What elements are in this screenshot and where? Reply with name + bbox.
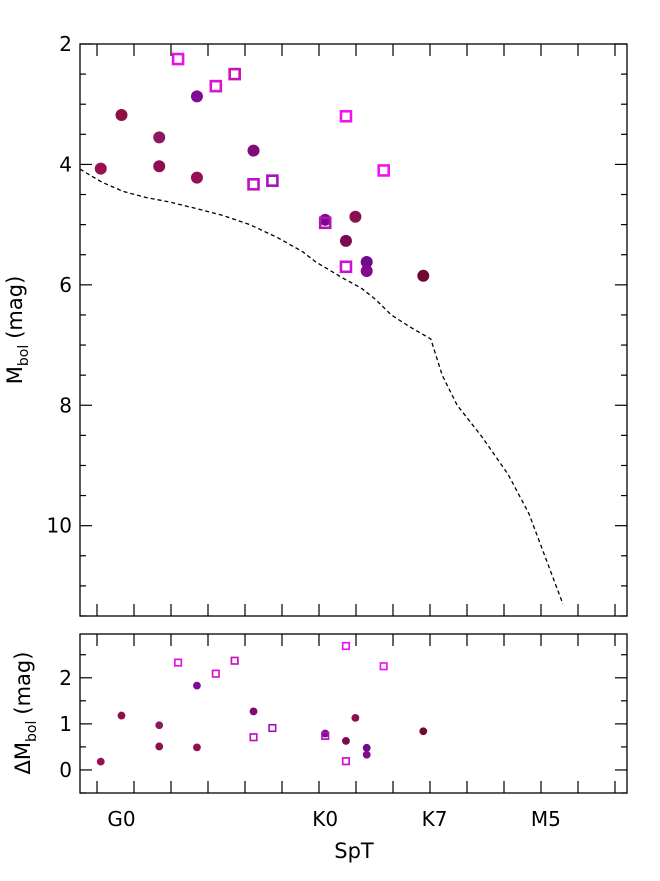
x-tick-label: K0 [312, 807, 338, 831]
top-square-point [209, 79, 223, 93]
top-circle-point [349, 210, 362, 223]
top-circle-point [190, 171, 203, 184]
top-y-axis-label: Mbol (mag) [3, 276, 32, 385]
bottom-circle-point [117, 711, 126, 720]
bottom-square-point [379, 662, 388, 671]
top-y-tick-label: 10 [47, 514, 72, 538]
top-circle-point [360, 255, 373, 268]
bottom-square-point [249, 733, 258, 742]
bottom-square-point [211, 669, 220, 678]
top-square-point [171, 52, 185, 66]
bottom-circle-point [96, 757, 105, 766]
bottom-panel: G0 K0 K7 M5 0 1 2 [59, 633, 628, 831]
x-tick-label: G0 [107, 807, 135, 831]
bottom-square-point [173, 658, 183, 667]
top-square-point [339, 109, 353, 123]
bottom-circle-point [193, 743, 201, 752]
top-circle-point [153, 131, 166, 144]
bottom-square-point [341, 757, 351, 766]
top-circle-point [339, 234, 352, 247]
bottom-circle-point [419, 727, 428, 736]
axis-labels: Mbol(mag) ΔMbol(mag) SpT [3, 276, 374, 863]
top-square-point [339, 260, 353, 274]
top-circle-point [190, 90, 203, 103]
top-dashed-track [79, 168, 564, 605]
top-circle-point [115, 109, 128, 122]
bottom-y-label-main: ΔM [11, 742, 35, 774]
top-circle-point [417, 269, 430, 282]
x-tick-label: K7 [422, 807, 448, 831]
top-square-point [247, 177, 260, 191]
top-y-tick-label: 4 [59, 152, 72, 176]
bottom-circle-point [193, 681, 201, 690]
top-panel: 2 4 6 8 10 [47, 32, 628, 617]
bottom-y-axis-label: ΔMbol (mag) [11, 652, 40, 775]
bottom-square-point [230, 656, 239, 665]
bottom-y-tick-label: 1 [59, 712, 72, 736]
top-y-label-main: M [3, 366, 27, 384]
bottom-frame [79, 633, 628, 794]
top-y-label-unit: (mag) [3, 276, 27, 339]
bottom-square-point [268, 723, 277, 733]
bottom-y-tick-label: 2 [59, 666, 72, 690]
bottom-circle-point [155, 742, 164, 751]
top-square-point [377, 164, 390, 177]
top-circle-point [94, 162, 107, 175]
bottom-circle-point [362, 743, 371, 752]
bottom-circle-point [249, 707, 258, 716]
bottom-circle-point [362, 750, 371, 759]
top-y-label-sub: bol [16, 345, 32, 366]
bottom-y-label-sub: bol [24, 721, 40, 742]
bottom-y-tick-label: 0 [59, 758, 72, 782]
top-square-point [318, 216, 332, 230]
top-y-tick-label: 6 [59, 273, 72, 297]
bottom-square-point [341, 641, 351, 651]
x-axis-label: SpT [334, 839, 374, 863]
top-circle-point [360, 264, 373, 277]
top-circle-point [247, 144, 260, 157]
top-circle-point [153, 160, 166, 173]
bottom-square-point [321, 731, 330, 740]
bottom-circle-point [351, 713, 360, 722]
bottom-circle-point [155, 721, 164, 730]
bottom-circle-point [342, 737, 350, 745]
x-tick-label: M5 [531, 807, 561, 831]
top-y-tick-label: 2 [59, 32, 72, 56]
top-square-point [266, 174, 279, 187]
bottom-y-label-unit: (mag) [11, 652, 35, 715]
top-frame [79, 43, 628, 617]
top-y-tick-label: 8 [59, 393, 72, 417]
bottom-circle-point [321, 729, 330, 738]
top-square-point [228, 67, 241, 81]
